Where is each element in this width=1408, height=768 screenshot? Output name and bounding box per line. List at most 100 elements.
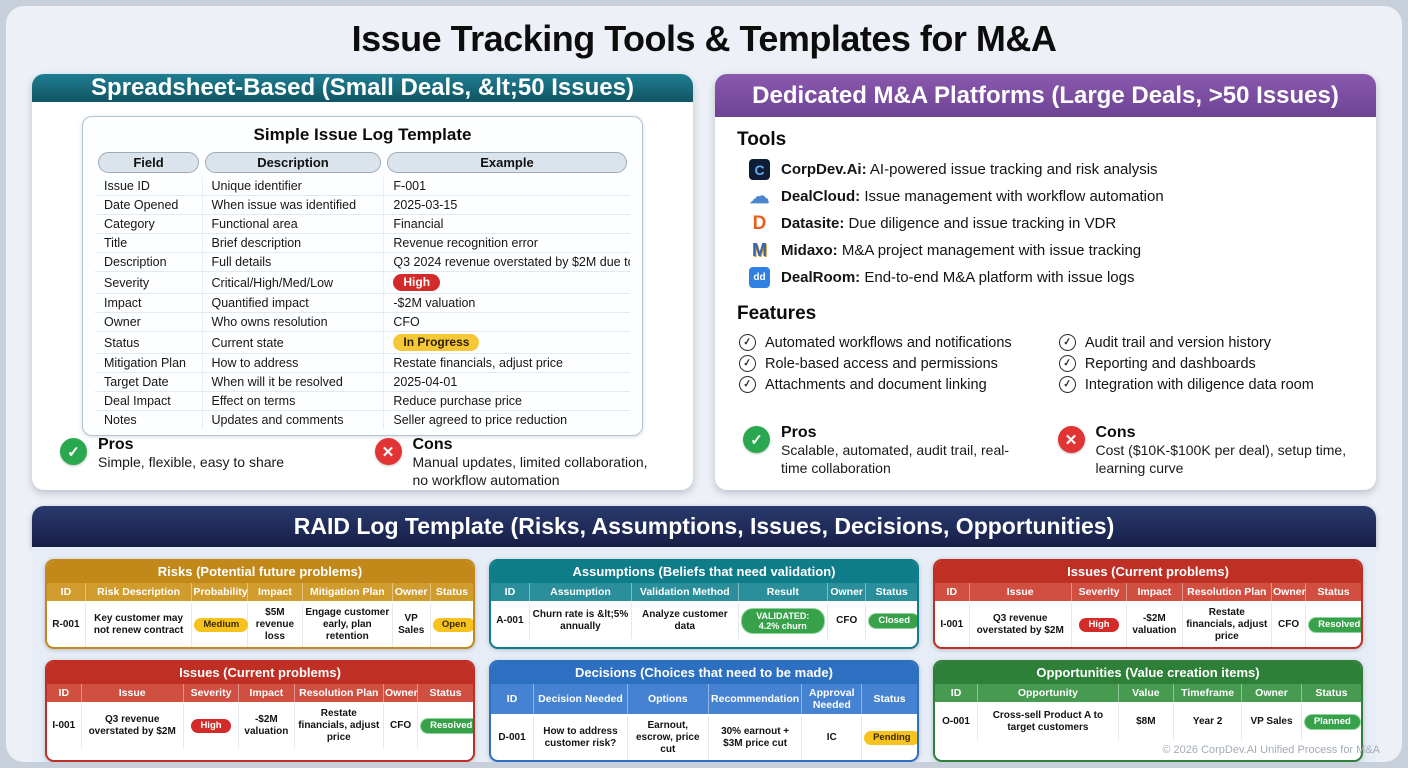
raid-table-risks: Risks (Potential future problems) ID Ris… xyxy=(45,559,475,650)
field-cell: Deal Impact xyxy=(95,391,202,411)
col-id: ID xyxy=(47,684,82,705)
tool-description: AI-powered issue tracking and risk analy… xyxy=(869,161,1158,178)
dealroom-logo-icon: dd xyxy=(749,267,770,288)
tool-item-dealroom: dd DealRoom: End-to-end M&A platform wit… xyxy=(749,267,1354,288)
x-icon: ✕ xyxy=(1057,426,1085,454)
table-row: Target Date When will it be resolved 2025-… xyxy=(95,372,630,392)
field-cell: Severity xyxy=(95,271,202,294)
tool-name: Datasite: xyxy=(781,215,845,232)
table-row: D-001 How to address customer risk? Earn… xyxy=(491,715,917,761)
id-cell: A-001 xyxy=(496,615,524,627)
check-icon: ✓ xyxy=(743,426,770,454)
status-badge: Resolved xyxy=(1308,617,1361,633)
decision-cell: How to address customer risk? xyxy=(533,715,628,761)
tools-heading: Tools xyxy=(737,129,787,150)
corpdev-logo-icon: C xyxy=(749,159,770,180)
pros-block: ✓ Pros Simple, flexible, easy to share xyxy=(60,436,351,490)
col-id: ID xyxy=(935,684,978,705)
field-cell: Description xyxy=(95,252,202,272)
validated-badge: VALIDATED: 4.2% churn xyxy=(740,607,826,635)
tool-description: M&A project management with issue tracki… xyxy=(841,242,1142,259)
feature-text: Attachments and document linking xyxy=(765,376,987,393)
column-header-field: Field xyxy=(98,152,199,173)
col-status: Status xyxy=(865,583,917,604)
col-approval-needed: Approval Needed xyxy=(801,684,862,717)
midaxo-logo-icon: M xyxy=(752,240,767,260)
assumptions-header-row: ID Assumption Validation Method Result O… xyxy=(491,583,917,604)
tool-description: End-to-end M&A platform with issue logs xyxy=(864,269,1135,286)
col-owner: Owner xyxy=(383,684,418,705)
resolution-cell: Restate financials, adjust price xyxy=(293,703,384,749)
description-cell: Full details xyxy=(201,252,384,272)
feature-text: Integration with diligence data room xyxy=(1084,376,1314,393)
field-cell: Title xyxy=(95,233,202,253)
features-heading: Features xyxy=(737,303,817,324)
field-cell: Impact xyxy=(95,293,202,313)
description-cell: Who owns resolution xyxy=(201,312,384,332)
options-cell: Earnout, escrow, price cut xyxy=(626,715,709,761)
table-row: Severity Critical/High/Med/Low High xyxy=(95,271,630,294)
col-recommendation: Recommendation xyxy=(707,684,802,717)
col-id: ID xyxy=(491,684,534,717)
id-cell: I-001 xyxy=(940,619,964,631)
pros-label: Pros xyxy=(781,424,817,442)
status-badge: Planned xyxy=(1303,714,1361,730)
dealcloud-logo-icon: ☁ xyxy=(749,186,770,208)
platforms-panel-header: Dedicated M&A Platforms (Large Deals, >5… xyxy=(715,74,1376,117)
example-cell: Revenue recognition error xyxy=(383,233,630,253)
feature-text: Automated workflows and notifications xyxy=(765,334,1012,351)
cons-text: Manual updates, limited collaboration, n… xyxy=(412,454,648,488)
circle-check-icon: ✓ xyxy=(737,374,758,395)
col-status: Status xyxy=(1300,684,1361,705)
impact-cell: -$2M valuation xyxy=(238,703,295,749)
description-cell: Functional area xyxy=(201,214,384,234)
feature-text: Role-based access and permissions xyxy=(765,355,998,372)
decisions-title: Decisions (Choices that need to be made) xyxy=(491,662,917,685)
table-row: R-001 Key customer may not renew contrac… xyxy=(47,602,473,648)
spreadsheet-panel-body: Simple Issue Log Template Field Descript… xyxy=(32,102,693,490)
description-cell: Current state xyxy=(201,331,384,354)
assumption-cell: Churn rate is &lt;5% annually xyxy=(528,602,632,640)
example-cell: -$2M valuation xyxy=(383,293,630,313)
issues-title: Issues (Current problems) xyxy=(935,561,1361,583)
cons-label: Cons xyxy=(412,436,453,453)
col-owner: Owner xyxy=(1271,583,1306,604)
raid-table-decisions: Decisions (Choices that need to be made)… xyxy=(489,660,919,762)
example-cell: Reduce purchase price xyxy=(383,391,630,411)
tool-name: Midaxo: xyxy=(781,242,838,259)
issues-title: Issues (Current problems) xyxy=(47,662,473,685)
circle-check-icon: ✓ xyxy=(1057,332,1077,353)
raid-table-assumptions: Assumptions (Beliefs that need validatio… xyxy=(489,559,919,650)
tool-item-dealcloud: ☁ DealCloud: Issue management with workf… xyxy=(749,186,1354,208)
severity-badge: High xyxy=(1079,618,1119,632)
circle-check-icon: ✓ xyxy=(1057,353,1077,374)
owner-cell: VP Sales xyxy=(391,602,431,648)
raid-table-issues-1: Issues (Current problems) ID Issue Sever… xyxy=(933,559,1363,650)
description-cell: Quantified impact xyxy=(201,293,384,313)
id-cell: D-001 xyxy=(498,732,526,744)
decisions-header-row: ID Decision Needed Options Recommendatio… xyxy=(491,684,917,717)
table-row: Deal Impact Effect on terms Reduce purchas… xyxy=(95,391,630,411)
table-row: Status Current state In Progress xyxy=(95,331,630,354)
col-id: ID xyxy=(47,583,86,604)
pros-label: Pros xyxy=(98,436,134,453)
issue-log-card-title: Simple Issue Log Template xyxy=(253,125,472,144)
pros-block: ✓ Pros Scalable, automated, audit trail,… xyxy=(743,424,1034,478)
feature-item: ✓ Reporting and dashboards xyxy=(1057,353,1354,374)
cons-text: Cost ($10K-$100K per deal), setup time, … xyxy=(1095,442,1347,477)
opportunity-cell: Cross-sell Product A to target customers xyxy=(977,703,1119,741)
table-row: Owner Who owns resolution CFO xyxy=(95,312,630,332)
example-cell: 2025-03-15 xyxy=(383,195,630,215)
owner-cell: CFO xyxy=(383,703,418,749)
status-badge: Pending xyxy=(864,731,917,745)
col-id: ID xyxy=(491,583,530,604)
col-impact: Impact xyxy=(1126,583,1183,604)
issue-cell: Q3 revenue overstated by $2M xyxy=(968,602,1072,648)
pros-text: Simple, flexible, easy to share xyxy=(98,454,284,470)
status-in-progress-badge: In Progress xyxy=(393,334,480,351)
datasite-logo-icon: D xyxy=(752,212,767,234)
platforms-panel-body: Tools C CorpDev.Ai: AI-powered issue tra… xyxy=(715,117,1376,490)
example-cell: 2025-04-01 xyxy=(383,372,630,392)
raid-panel-body: Risks (Potential future problems) ID Ris… xyxy=(32,547,1376,762)
features-grid: ✓ Automated workflows and notifications ✓… xyxy=(737,330,1354,397)
